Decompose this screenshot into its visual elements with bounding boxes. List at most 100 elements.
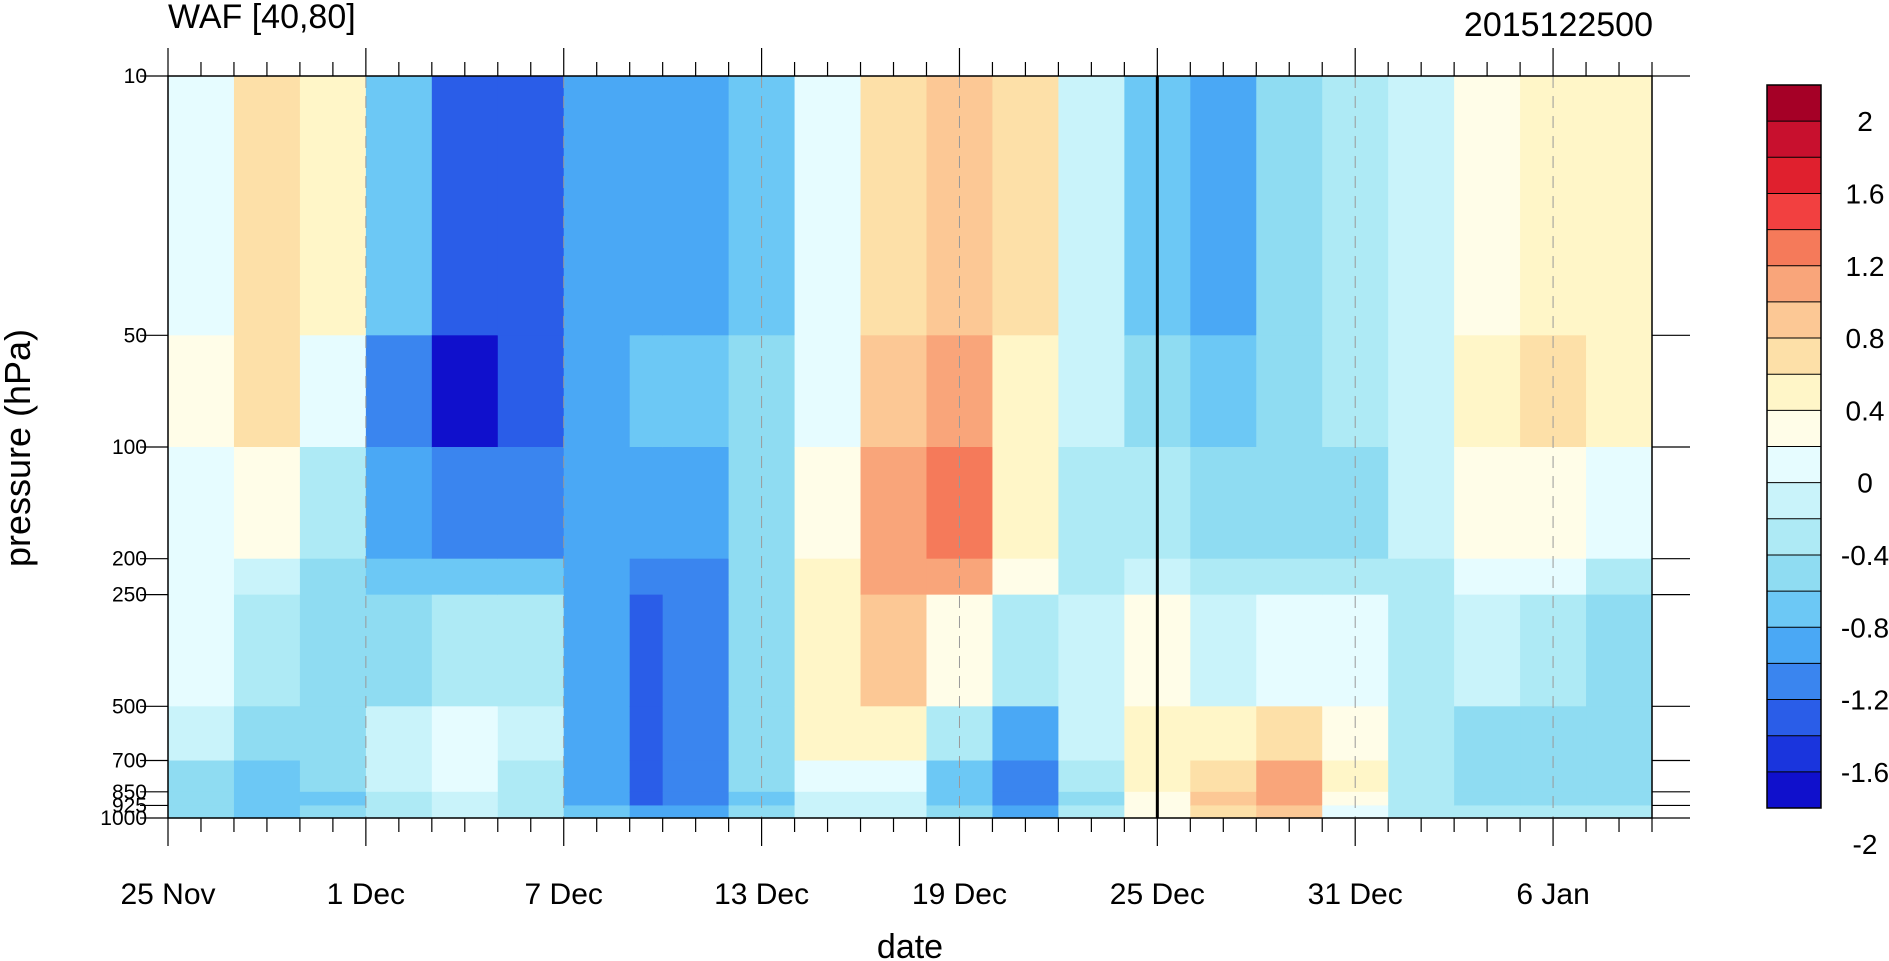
field-cell — [497, 76, 565, 336]
field-cell — [365, 791, 433, 807]
field-cell — [860, 76, 928, 336]
field-cell — [1256, 805, 1323, 819]
plot-field — [168, 76, 1653, 819]
field-cell — [1190, 76, 1257, 336]
colorbar-label: -0.4 — [1841, 540, 1889, 571]
field-cell — [1454, 335, 1521, 448]
field-cell — [1058, 791, 1125, 807]
x-tick-label: 7 Dec — [525, 878, 603, 911]
field-cell — [629, 791, 664, 807]
field-cell — [497, 594, 565, 707]
x-tick-label: 13 Dec — [714, 878, 809, 911]
field-cell — [1190, 558, 1257, 596]
y-tick-label: 10 — [124, 65, 147, 88]
field-cell — [431, 706, 499, 762]
field-cell — [233, 805, 301, 819]
field-cell — [365, 594, 433, 707]
field-cell — [1190, 791, 1257, 807]
field-cell — [1388, 76, 1455, 336]
y-tick-label: 925 — [112, 794, 147, 817]
field-cell — [168, 760, 235, 793]
field-cell — [563, 558, 631, 596]
field-cell — [563, 805, 631, 819]
field-cell — [365, 335, 433, 448]
field-cell — [794, 447, 862, 560]
field-cell — [299, 594, 367, 707]
colorbar-swatch — [1767, 193, 1821, 231]
colorbar-swatch — [1767, 229, 1821, 267]
field-cell — [794, 76, 862, 336]
field-cell — [1586, 760, 1653, 793]
field-cell — [662, 760, 730, 793]
field-cell — [563, 447, 631, 560]
field-cell — [1520, 594, 1587, 707]
field-cell — [431, 558, 499, 596]
field-cell — [860, 805, 928, 819]
field-cell — [1190, 805, 1257, 819]
field-cell — [1058, 76, 1125, 336]
field-cell — [1322, 805, 1389, 819]
field-cell — [497, 706, 565, 762]
field-cell — [662, 706, 730, 762]
field-cell — [1322, 335, 1389, 448]
field-cell — [794, 791, 862, 807]
colorbar-label: -1.6 — [1841, 757, 1889, 788]
field-cell — [563, 706, 631, 762]
field-cell — [1190, 706, 1257, 762]
colorbar-swatch — [1767, 301, 1821, 339]
field-cell — [1190, 594, 1257, 707]
field-cell — [629, 805, 664, 819]
field-cell — [1586, 335, 1653, 448]
field-cell — [1388, 791, 1455, 807]
field-cell — [1454, 594, 1521, 707]
field-cell — [168, 76, 235, 336]
field-cell — [431, 447, 499, 560]
y-axis-label: pressure (hPa) — [0, 329, 38, 567]
y-tick-label: 500 — [112, 695, 147, 718]
field-cell — [1058, 594, 1125, 707]
field-cell — [662, 594, 730, 707]
field-cell — [926, 335, 994, 448]
field-cell — [431, 760, 499, 793]
field-cell — [992, 706, 1059, 762]
field-cell — [299, 805, 367, 819]
colorbar-label: 0.4 — [1846, 395, 1885, 426]
x-tick-label: 25 Dec — [1110, 878, 1205, 911]
field-cell — [1322, 706, 1389, 762]
field-cell — [1454, 706, 1521, 762]
field-cell — [1454, 760, 1521, 793]
field-cell — [860, 447, 928, 560]
field-cell — [860, 760, 928, 793]
field-cell — [794, 805, 862, 819]
y-tick-label: 50 — [124, 324, 147, 347]
field-cell — [1586, 805, 1653, 819]
colorbar-swatch — [1767, 446, 1821, 484]
field-cell — [794, 594, 862, 707]
field-cell — [497, 335, 565, 448]
field-cell — [662, 805, 730, 819]
field-cell — [431, 335, 499, 448]
colorbar-label: -2 — [1853, 829, 1878, 860]
field-cell — [794, 706, 862, 762]
field-cell — [662, 558, 730, 596]
colorbar-swatch — [1767, 410, 1821, 447]
field-cell — [1058, 805, 1125, 819]
field-cell — [233, 558, 301, 596]
y-tick-label: 100 — [112, 436, 147, 459]
field-cell — [926, 805, 994, 819]
field-cell — [1256, 706, 1323, 762]
field-cell — [168, 558, 235, 596]
y-tick-label: 250 — [112, 584, 147, 607]
field-cell — [1058, 335, 1125, 448]
field-cell — [233, 335, 301, 448]
field-cell — [860, 594, 928, 707]
field-cell — [168, 594, 235, 707]
colorbar-label: 1.2 — [1846, 251, 1885, 282]
field-cell — [1058, 558, 1125, 596]
colorbar-swatch — [1767, 663, 1821, 701]
field-cell — [926, 706, 994, 762]
field-cell — [728, 706, 796, 762]
field-cell — [992, 558, 1059, 596]
field-cell — [299, 447, 367, 560]
field-cell — [299, 335, 367, 448]
